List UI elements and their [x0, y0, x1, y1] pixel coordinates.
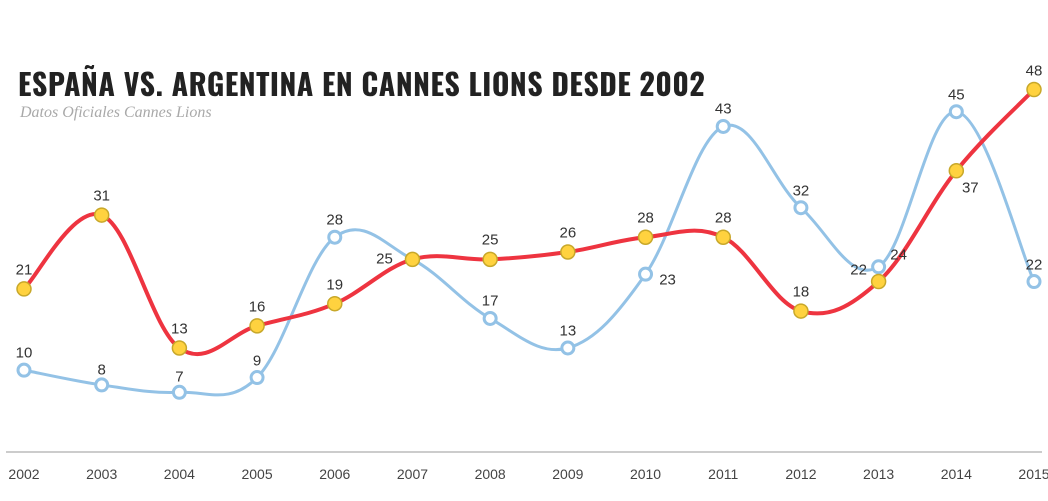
x-axis-label: 2004: [164, 466, 195, 482]
data-point-label: 21: [16, 261, 33, 278]
data-point-label: 25: [482, 232, 499, 249]
data-point-label: 13: [560, 323, 577, 340]
x-axis-label: 2006: [319, 466, 350, 482]
data-point-label: 45: [948, 86, 965, 103]
data-point-label: 23: [659, 272, 676, 289]
data-point-label: 37: [962, 179, 979, 196]
data-point-label: 28: [637, 210, 654, 227]
data-point-label: 24: [890, 246, 907, 263]
data-point-label: 22: [1026, 256, 1043, 273]
data-point-label: 10: [16, 345, 33, 362]
x-axis-label: 2015: [1018, 466, 1048, 482]
x-axis-label: 2007: [397, 466, 428, 482]
data-point-label: 22: [850, 261, 867, 278]
data-point-label: 17: [482, 293, 499, 310]
chart-subtitle: Datos Oficiales Cannes Lions: [20, 104, 212, 122]
x-axis-label: 2010: [630, 466, 661, 482]
data-point-label: 19: [326, 276, 343, 293]
data-point-label: 28: [715, 210, 732, 227]
data-point-label: 25: [376, 251, 393, 268]
x-axis-label: 2009: [552, 466, 583, 482]
data-point-label: 26: [560, 225, 577, 242]
data-point-label: 9: [253, 352, 261, 369]
data-point-label: 18: [793, 284, 810, 301]
x-axis-label: 2003: [86, 466, 117, 482]
data-point-label: 16: [249, 298, 266, 315]
x-axis-label: 2008: [475, 466, 506, 482]
x-axis-label: 2011: [708, 466, 738, 482]
data-point-label: 7: [175, 369, 183, 386]
chart-title: ESPAÑA VS. ARGENTINA EN CANNES LIONS DES…: [18, 60, 705, 105]
x-axis-label: 2012: [785, 466, 816, 482]
x-axis-label: 2002: [8, 466, 39, 482]
x-axis-label: 2014: [941, 466, 972, 482]
data-point-label: 31: [93, 188, 110, 205]
data-point-label: 13: [171, 321, 188, 338]
data-point-label: 43: [715, 101, 732, 118]
data-point-label: 8: [98, 361, 106, 378]
x-axis-label: 2013: [863, 466, 894, 482]
data-point-label: 28: [326, 212, 343, 229]
data-point-label: 32: [793, 182, 810, 199]
data-point-label: 48: [1026, 62, 1043, 79]
x-axis-label: 2005: [241, 466, 272, 482]
